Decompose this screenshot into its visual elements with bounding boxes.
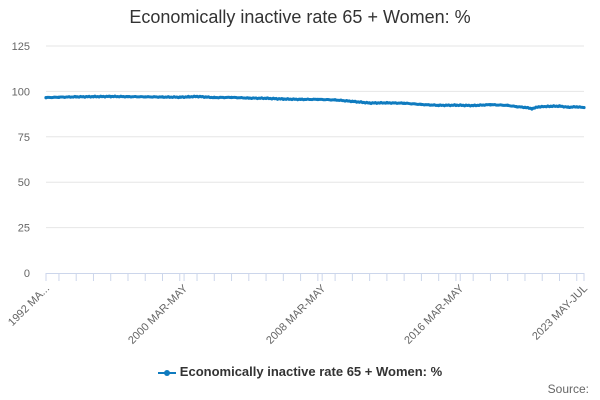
data-point[interactable] xyxy=(350,99,354,103)
y-tick-label: 25 xyxy=(18,223,30,235)
data-point[interactable] xyxy=(471,103,475,108)
y-tick-label: 75 xyxy=(18,132,30,144)
source-credit[interactable]: Source: xyxy=(547,382,589,396)
data-point[interactable] xyxy=(385,101,389,105)
data-point[interactable] xyxy=(160,95,165,99)
y-tick-label: 100 xyxy=(12,86,30,98)
y-tick-label: 0 xyxy=(24,268,30,280)
data-point[interactable] xyxy=(44,95,48,100)
data-point[interactable] xyxy=(281,97,285,101)
data-point[interactable] xyxy=(143,95,147,99)
legend[interactable]: Economically inactive rate 65 + Women: % xyxy=(0,364,600,379)
data-point[interactable] xyxy=(204,95,208,99)
x-tick-label: 1992 MA... xyxy=(6,283,52,329)
data-point[interactable] xyxy=(530,107,534,111)
data-point[interactable] xyxy=(109,94,113,99)
data-point[interactable] xyxy=(454,103,458,107)
data-point[interactable] xyxy=(195,94,199,99)
data-point[interactable] xyxy=(264,96,268,100)
x-tick-label: 2023 MAY-JUL xyxy=(530,283,590,343)
x-tick-label: 2008 MAR-MAY xyxy=(264,282,329,347)
data-point[interactable] xyxy=(506,103,510,107)
data-point[interactable] xyxy=(537,105,541,109)
y-tick-label: 50 xyxy=(18,177,30,189)
data-point[interactable] xyxy=(186,95,190,99)
data-point[interactable] xyxy=(229,95,234,99)
data-point[interactable] xyxy=(298,97,303,101)
x-axis xyxy=(45,273,585,281)
y-tick-label: 125 xyxy=(12,41,30,53)
data-point[interactable] xyxy=(74,95,78,99)
data-point[interactable] xyxy=(333,98,337,102)
x-tick-label: 2000 MAR-MAY xyxy=(126,282,191,347)
gridlines xyxy=(46,45,584,229)
x-axis-tick-labels: 1992 MA... 2000 MAR-MAY 2008 MAR-MAY 2016 M… xyxy=(6,282,590,347)
series-line[interactable] xyxy=(44,94,586,111)
data-point[interactable] xyxy=(126,95,130,99)
data-point[interactable] xyxy=(419,102,424,107)
series-group xyxy=(44,94,586,111)
data-point[interactable] xyxy=(316,97,320,101)
legend-swatch-icon xyxy=(157,368,176,378)
x-tick-label: 2016 MAR-MAY xyxy=(402,282,467,347)
data-point[interactable] xyxy=(247,96,251,100)
data-point[interactable] xyxy=(523,105,527,109)
data-point[interactable] xyxy=(178,95,182,99)
data-point[interactable] xyxy=(575,105,579,109)
data-point[interactable] xyxy=(557,104,562,108)
data-point[interactable] xyxy=(437,103,441,107)
data-point[interactable] xyxy=(212,95,216,100)
data-point[interactable] xyxy=(57,95,61,99)
y-axis-tick-labels: 0 25 50 75 100 125 xyxy=(12,41,30,280)
chart-title: Economically inactive rate 65 + Women: % xyxy=(129,7,471,27)
data-point[interactable] xyxy=(582,105,586,110)
data-point[interactable] xyxy=(91,95,96,99)
data-point[interactable] xyxy=(514,105,518,109)
data-point[interactable] xyxy=(488,103,493,107)
data-point[interactable] xyxy=(566,105,570,109)
data-point[interactable] xyxy=(549,104,553,108)
data-point[interactable] xyxy=(368,101,372,105)
data-point[interactable] xyxy=(402,101,406,105)
legend-label: Economically inactive rate 65 + Women: % xyxy=(179,364,443,379)
